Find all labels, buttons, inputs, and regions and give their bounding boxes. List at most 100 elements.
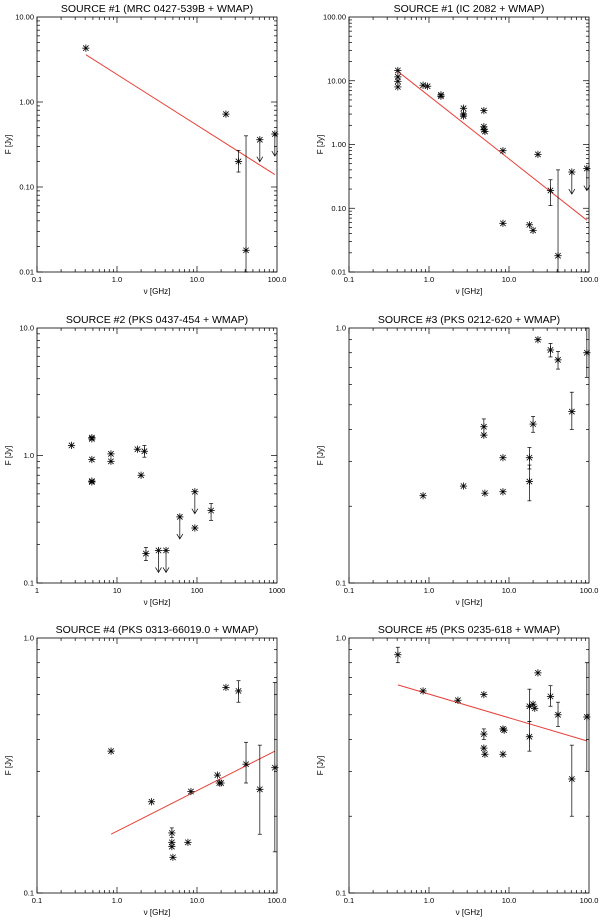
data-point: [499, 219, 507, 227]
data-point: [554, 350, 562, 370]
plot-frame: [36, 16, 278, 273]
data-point: [107, 457, 115, 465]
data-point: [88, 455, 96, 464]
x-tick-label: 10: [113, 586, 121, 595]
data-point: [169, 853, 177, 861]
data-point: [147, 798, 156, 806]
x-tick-label: 100.0: [580, 586, 599, 595]
data-point: [480, 431, 488, 439]
y-tick-label: 0.1: [24, 889, 34, 898]
data-point: [480, 690, 488, 699]
data-point: [419, 492, 427, 500]
data-point: [419, 81, 427, 89]
fit-line: [110, 750, 276, 835]
data-point: [184, 838, 192, 846]
data-point: [499, 750, 507, 758]
y-tick-label: 1.0: [336, 324, 346, 333]
x-axis-label: ν [GHz]: [144, 287, 171, 296]
chart-panel-4: SOURCE #3 (PKS 0212-620 + WMAP) 0.1 1.0 10.…: [316, 314, 598, 607]
plot-frame: [348, 637, 590, 894]
x-tick-label: 0.1: [344, 586, 354, 595]
y-tick-label: 0.1: [24, 579, 34, 588]
x-tick-label: 100.0: [580, 896, 599, 905]
fit-line: [85, 54, 276, 176]
y-axis-label: F [Jy]: [4, 756, 13, 776]
x-axis-label: ν [GHz]: [456, 598, 483, 607]
data-point: [191, 524, 199, 532]
data-point: [499, 488, 507, 496]
data-point: [546, 685, 555, 707]
data-point: [481, 489, 489, 497]
data-point: [534, 150, 542, 158]
chart-panel-6: SOURCE #5 (PKS 0235-618 + WMAP) 0.1 1.0 10.…: [316, 624, 598, 917]
data-point: [137, 471, 145, 479]
data-point: [82, 44, 90, 52]
plot-frame: [348, 327, 590, 584]
y-tick-label: 1.0: [24, 451, 34, 460]
data-point: [546, 343, 555, 358]
data-point: [234, 680, 243, 703]
data-point: [546, 179, 555, 206]
chart-title: SOURCE #3 (PKS 0212-620 + WMAP): [378, 314, 560, 326]
chart-panel-2: SOURCE #1 (IC 2082 + WMAP) 0.1 1.0 10.0 100.…: [316, 3, 598, 296]
y-axis-label: F [Jy]: [316, 756, 325, 776]
data-point: [234, 149, 243, 173]
y-tick-label: 10.00: [15, 13, 34, 22]
x-tick-label: 1.0: [112, 896, 122, 905]
data-point: [499, 147, 507, 155]
data-point: [481, 750, 489, 758]
data-point: [459, 112, 468, 120]
data-point: [187, 787, 195, 796]
data-point: [168, 827, 176, 838]
y-tick-label: 0.10: [331, 204, 346, 213]
data-point: [242, 741, 250, 784]
x-tick-label: 10.0: [190, 275, 205, 284]
y-axis-label: F [Jy]: [316, 446, 325, 466]
data-point: [133, 445, 142, 453]
data-point: [525, 464, 534, 502]
data-point: [256, 136, 264, 163]
data-point: [583, 164, 591, 192]
y-axis-label: F [Jy]: [316, 135, 325, 155]
data-point: [213, 771, 222, 779]
x-tick-label: 1.0: [424, 275, 434, 284]
data-point: [554, 169, 562, 273]
y-axis-label: F [Jy]: [4, 446, 13, 466]
data-point: [454, 696, 462, 704]
data-point: [534, 336, 542, 344]
data-point: [67, 441, 76, 450]
x-tick-label: 10.0: [502, 586, 517, 595]
data-point: [256, 744, 264, 835]
data-point: [168, 843, 176, 851]
y-tick-label: 1.0: [336, 634, 346, 643]
data-point: [191, 488, 199, 515]
x-tick-label: 1.0: [424, 586, 434, 595]
data-point: [481, 127, 489, 136]
fit-line: [397, 71, 588, 221]
x-tick-label: 1: [35, 586, 39, 595]
data-point: [394, 66, 402, 75]
data-point: [480, 744, 488, 752]
data-point: [176, 513, 184, 540]
x-tick-label: 10.0: [502, 275, 517, 284]
x-tick-label: 100.0: [268, 275, 287, 284]
data-point: [222, 110, 230, 118]
data-point: [531, 704, 539, 712]
data-point: [107, 747, 115, 755]
x-tick-label: 1000: [269, 586, 286, 595]
data-point: [88, 435, 96, 443]
x-axis-label: ν [GHz]: [456, 908, 483, 917]
data-point: [534, 669, 542, 677]
y-tick-label: 0.10: [19, 183, 34, 192]
data-point: [525, 721, 534, 752]
data-point: [222, 683, 230, 692]
data-point: [554, 701, 562, 727]
data-point: [140, 445, 148, 458]
y-tick-label: 0.1: [336, 889, 346, 898]
data-point: [529, 416, 537, 433]
x-tick-label: 100: [191, 586, 204, 595]
data-point: [500, 726, 508, 734]
data-point: [142, 547, 150, 561]
y-tick-label: 0.1: [336, 579, 346, 588]
